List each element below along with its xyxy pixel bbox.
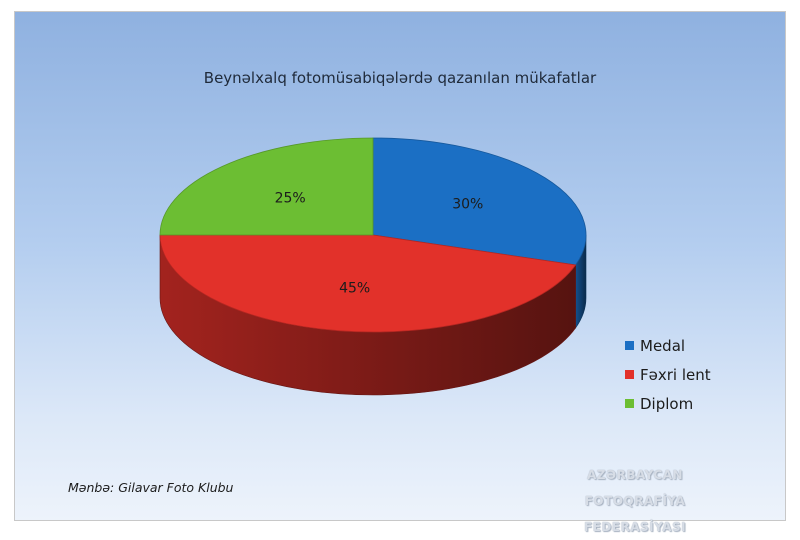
pie-slice-medal: [372, 137, 587, 266]
legend-label: Fəxri lent: [640, 365, 711, 384]
watermark: AZƏRBAYCAN FOTOQRAFİYA FEDERASİYASI: [535, 462, 735, 540]
pie-slice-diplom: [159, 137, 374, 236]
pie-slice-f-xri-lent: [159, 234, 577, 333]
data-label-medal: 30%: [452, 197, 483, 213]
pie-chart: 30% 45% 25%: [159, 137, 587, 396]
legend-swatch: [625, 341, 634, 350]
legend-item: Diplom: [625, 389, 711, 418]
watermark-line-2: FEDERASİYASI: [583, 520, 687, 534]
legend-label: Diplom: [640, 394, 694, 413]
chart-area: Beynəlxalq fotomüsabiqələrdə qazanılan m…: [14, 11, 786, 534]
legend: Medal Fəxri lent Diplom: [625, 331, 711, 418]
legend-swatch: [625, 399, 634, 408]
chart-title: Beynəlxalq fotomüsabiqələrdə qazanılan m…: [203, 69, 597, 87]
watermark-line-1: AZƏRBAYCAN FOTOQRAFİYA: [584, 468, 686, 508]
legend-item: Fəxri lent: [625, 360, 711, 389]
legend-label: Medal: [640, 336, 686, 355]
source-note: Mənbə: Gilavar Foto Klubu: [68, 480, 234, 495]
data-label-f-xri-lent: 45%: [339, 281, 370, 297]
legend-item: Medal: [625, 331, 711, 360]
data-label-diplom: 25%: [275, 190, 306, 206]
legend-swatch: [625, 370, 634, 379]
